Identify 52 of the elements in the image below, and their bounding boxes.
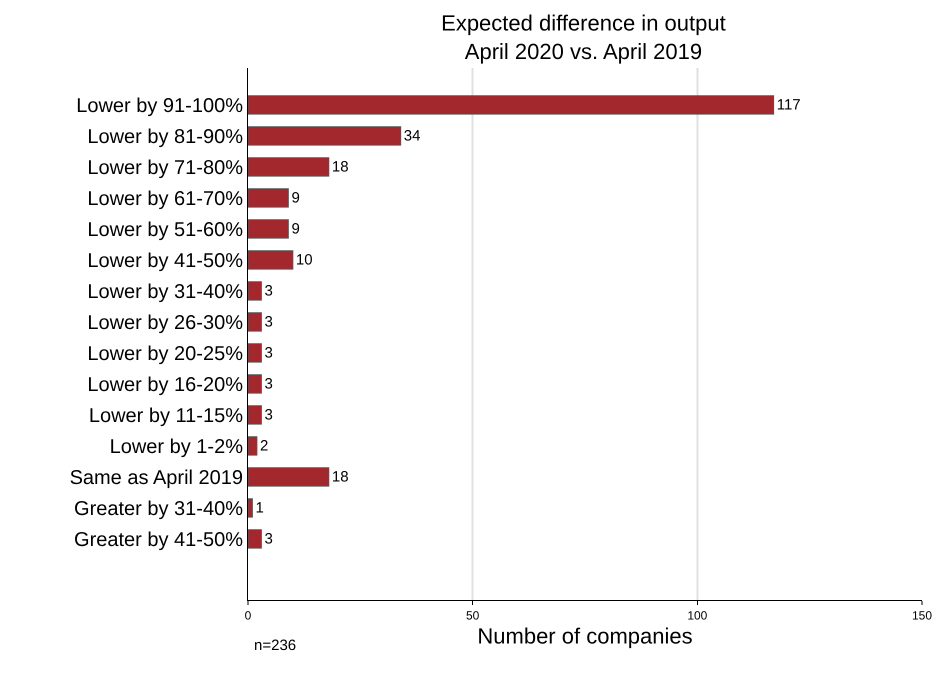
text: n=236 xyxy=(254,637,296,654)
bar xyxy=(248,529,262,549)
bar xyxy=(248,281,262,301)
bar xyxy=(248,312,262,332)
y-tick-label: Lower by 91-100% xyxy=(76,94,244,117)
y-tick-label: Greater by 41-50% xyxy=(74,528,244,551)
bar xyxy=(248,467,330,487)
bar xyxy=(248,405,262,425)
data-label: 2 xyxy=(260,437,268,454)
y-tick-label: Lower by 11-15% xyxy=(88,404,244,427)
data-label: 9 xyxy=(291,220,300,238)
data-label: 3 xyxy=(264,313,273,330)
data-label: 18 xyxy=(332,468,349,486)
bar xyxy=(248,343,262,363)
bar xyxy=(248,157,330,177)
y-tick-label: Lower by 16-20% xyxy=(87,374,244,396)
bar xyxy=(248,126,402,146)
y-tick-label: Lower by 51-60% xyxy=(87,218,244,241)
data-label: 1 xyxy=(255,499,264,516)
bar xyxy=(248,188,289,208)
x-tick-label: 150 xyxy=(912,608,932,622)
bar xyxy=(248,498,253,518)
y-tick-label: Lower by 26-30% xyxy=(87,312,244,334)
data-label: 3 xyxy=(264,375,273,392)
bar xyxy=(248,436,258,456)
data-label: 10 xyxy=(296,251,313,268)
bar xyxy=(248,219,289,239)
data-label: 117 xyxy=(776,96,801,114)
x-tick-label: 0 xyxy=(244,608,252,622)
data-label: 3 xyxy=(264,406,273,424)
y-tick-label: Same as April 2019 xyxy=(70,466,243,489)
x-axis-title: Number of companies xyxy=(477,623,693,648)
x-tick-label: 50 xyxy=(466,608,480,622)
data-label: 18 xyxy=(332,158,349,176)
y-tick-label: Lower by 81-90% xyxy=(87,126,244,148)
chart-title: Expected difference in output April 2020 vs. April 2019 xyxy=(441,10,726,64)
y-tick-label: Lower by 1-2% xyxy=(110,436,244,458)
data-label: 34 xyxy=(404,127,420,144)
y-tick-label: Lower by 61-70% xyxy=(87,188,244,210)
bar xyxy=(248,374,262,394)
y-tick-label: Lower by 31-40% xyxy=(87,280,244,303)
y-tick-label: Lower by 41-50% xyxy=(87,250,244,272)
bar xyxy=(248,95,774,115)
data-label: 3 xyxy=(264,344,273,362)
data-label: 9 xyxy=(291,189,300,206)
data-label: 3 xyxy=(264,530,273,548)
y-tick-label: Lower by 71-80% xyxy=(87,156,244,179)
y-tick-label: Greater by 31-40% xyxy=(74,498,244,520)
x-tick-label: 100 xyxy=(687,608,708,622)
bar xyxy=(248,250,294,270)
data-label: 3 xyxy=(264,282,273,300)
y-tick-label: Lower by 20-25% xyxy=(87,342,244,365)
